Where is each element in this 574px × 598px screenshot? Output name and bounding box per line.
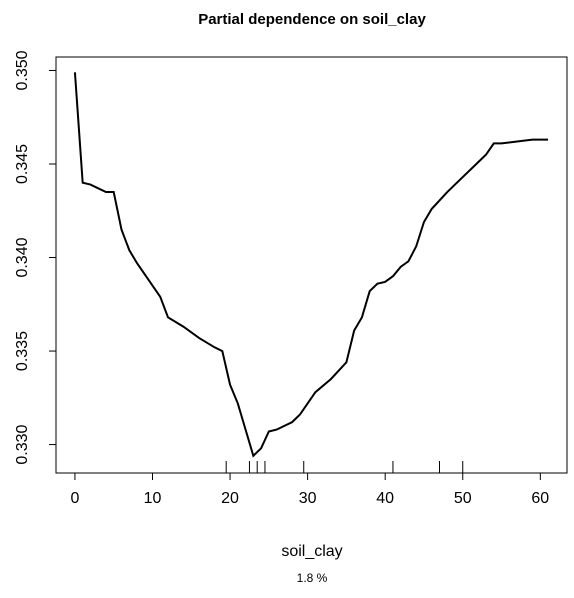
y-tick-label: 0.335: [14, 331, 31, 371]
x-tick-label: 30: [299, 490, 317, 507]
x-axis-label: soil_clay: [281, 543, 342, 560]
subtitle: 1.8 %: [297, 571, 328, 585]
line: [73, 72, 549, 458]
x-tick-label: 20: [221, 490, 239, 507]
x-tick-label: 0: [70, 490, 79, 507]
y-tick-label: 0.340: [14, 237, 31, 277]
y-tick-label: 0.345: [14, 144, 31, 184]
x-tick-label: 40: [376, 490, 394, 507]
y-tick-label: 0.350: [14, 50, 31, 90]
plot-frame: [55, 56, 568, 474]
chart-title: Partial dependence on soil_clay: [198, 11, 426, 28]
y-tick-label: 0.330: [14, 424, 31, 464]
x-tick-label: 50: [454, 490, 472, 507]
x-tick-label: 60: [531, 490, 549, 507]
x-tick-label: 10: [144, 490, 162, 507]
